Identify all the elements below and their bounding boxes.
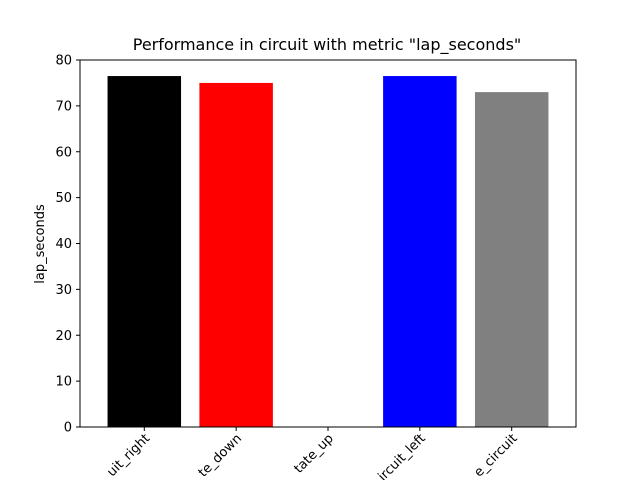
y-tick-label-6: 60 — [55, 145, 72, 160]
x-tick-label-0: uit_right — [104, 431, 153, 480]
bar-1 — [199, 82, 273, 427]
y-tick-label-3: 30 — [55, 283, 72, 298]
x-tick-label-2: tate_up — [291, 431, 336, 476]
y-axis-label: lap_seconds — [33, 204, 48, 284]
plot-frame — [79, 59, 577, 428]
y-tick-label-0: 0 — [64, 421, 72, 436]
x-tick-label-4: e_circuit — [471, 431, 520, 480]
x-tick-label-3: ircuit_left — [375, 431, 428, 480]
y-axis: 0 10 20 30 40 50 60 70 80 — [55, 54, 80, 436]
bar-3 — [383, 76, 457, 427]
y-tick-label-2: 20 — [55, 329, 72, 344]
chart-title: Performance in circuit with metric "lap_… — [133, 35, 522, 55]
bar-4 — [474, 92, 549, 428]
bar-group — [107, 76, 549, 428]
y-tick-label-8: 80 — [55, 54, 72, 69]
x-axis: uit_right te_down tate_up ircuit_left e_circ… — [104, 427, 521, 480]
y-tick-label-1: 10 — [55, 375, 72, 390]
x-tick-label-1: te_down — [196, 431, 245, 480]
y-tick-label-7: 70 — [55, 99, 72, 114]
bar-0 — [107, 76, 182, 427]
y-tick-label-4: 40 — [55, 237, 72, 252]
y-tick-label-5: 50 — [55, 191, 72, 206]
